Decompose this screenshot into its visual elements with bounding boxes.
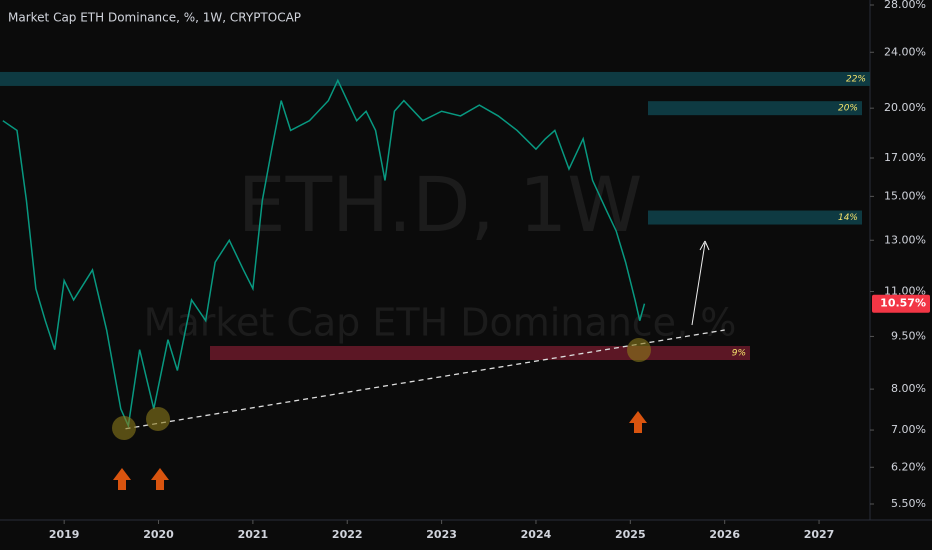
y-tick-label: 13.00% (884, 233, 926, 246)
y-tick-label: 28.00% (884, 0, 926, 11)
y-tick-label: 7.00% (891, 423, 926, 436)
watermark-subtitle: Market Cap ETH Dominance, % (144, 301, 737, 345)
x-tick-label: 2023 (426, 528, 457, 541)
highlight (112, 416, 136, 440)
up-arrow (113, 468, 131, 490)
zone-label: 9% (732, 349, 746, 359)
arrow-head (699, 240, 710, 251)
last-price-box (872, 294, 930, 313)
y-tick-label: 6.20% (891, 460, 926, 473)
y-tick-label: 15.00% (884, 189, 926, 202)
y-tick-label: 20.00% (884, 101, 926, 114)
zone-label: 22% (846, 74, 866, 84)
trendline (125, 329, 725, 430)
watermark: ETH.D, 1W (238, 160, 643, 249)
x-tick-label: 2019 (49, 528, 80, 541)
x-tick-label: 2026 (709, 528, 740, 541)
x-tick-label: 2022 (332, 528, 363, 541)
zone-label: 20% (838, 104, 858, 114)
x-tick-label: 2020 (143, 528, 174, 541)
zone (210, 346, 750, 361)
price-line (2, 78, 646, 429)
highlight (627, 338, 651, 362)
y-tick-label: 24.00% (884, 45, 926, 58)
x-tick-label: 2024 (521, 528, 552, 541)
up-arrow (629, 411, 647, 433)
zone-label: 14% (838, 213, 858, 223)
highlight (146, 407, 170, 431)
y-tick-label: 5.50% (891, 497, 926, 510)
projection-arrow (691, 242, 706, 326)
zone (648, 101, 862, 116)
x-tick-label: 2025 (615, 528, 646, 541)
last-price-label: 10.57% (880, 297, 926, 310)
zone (0, 71, 870, 86)
y-tick-label: 11.00% (884, 284, 926, 297)
y-tick-label: 17.00% (884, 151, 926, 164)
y-tick-label: 8.00% (891, 382, 926, 395)
chart-title: Market Cap ETH Dominance, %, 1W, CRYPTOC… (8, 11, 301, 25)
zone (648, 210, 862, 225)
up-arrow (151, 468, 169, 490)
y-tick-label: 9.50% (891, 329, 926, 342)
x-tick-label: 2021 (238, 528, 269, 541)
x-tick-label: 2027 (804, 528, 835, 541)
